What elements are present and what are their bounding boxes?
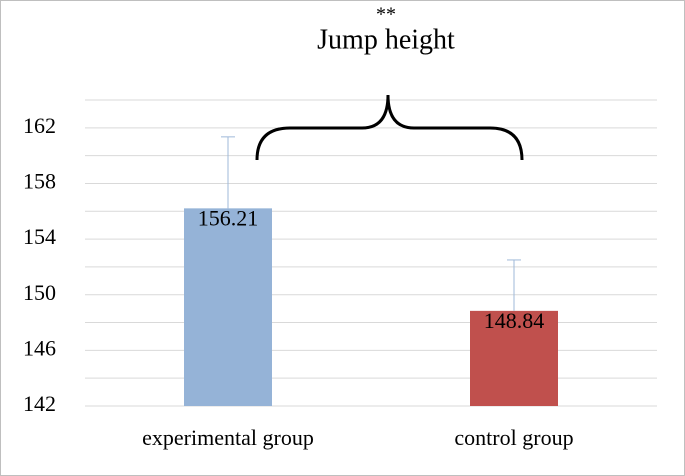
x-tick-label: experimental group	[142, 425, 314, 450]
bar	[184, 208, 272, 406]
y-tick-label: 142	[23, 391, 56, 416]
significance-bracket	[255, 94, 524, 161]
chart-title: Jump height	[317, 24, 455, 55]
plot-area: 142 146 150 154 158 162 experimental group 156.…	[23, 99, 657, 450]
y-tick-label: 158	[23, 169, 56, 194]
value-label: 148.84	[484, 308, 545, 333]
y-tick-label: 162	[23, 113, 56, 138]
bar	[470, 310, 558, 406]
y-tick-label: 146	[23, 335, 56, 360]
y-tick-label: 154	[23, 224, 56, 249]
y-tick-label: 150	[23, 280, 56, 305]
x-tick-label: control group	[454, 425, 573, 450]
value-label: 156.21	[198, 205, 259, 230]
significance-annotation: **	[376, 4, 396, 26]
